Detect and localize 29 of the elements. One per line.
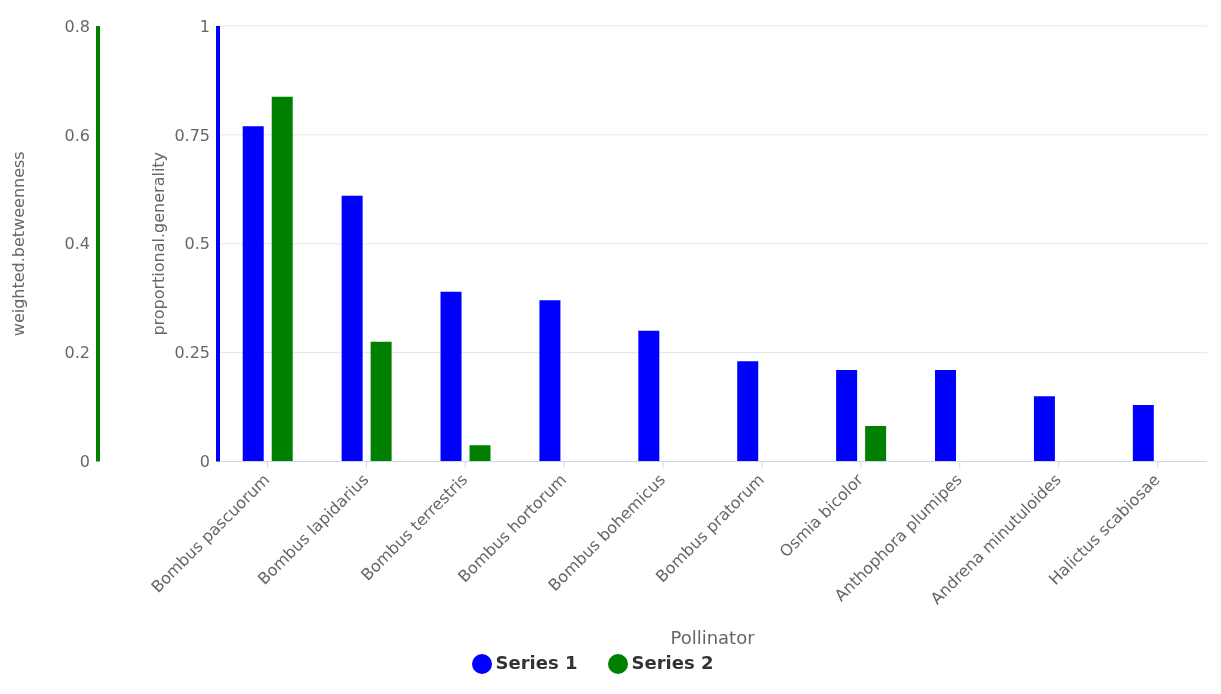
x-axis-title: Pollinator: [670, 626, 756, 648]
bar: [737, 361, 759, 462]
bar: [1033, 396, 1055, 462]
bar: [539, 300, 561, 462]
y-tick-label: 0.5: [184, 234, 210, 254]
legend-label: Series 2: [631, 651, 714, 673]
bar: [341, 195, 363, 462]
y-tick-label: 1: [199, 16, 210, 36]
bar: [836, 370, 858, 462]
y2-axis-title: weighted.betweenness: [8, 151, 28, 337]
y-axis-title: proportional.generality: [148, 151, 168, 336]
bar: [638, 330, 660, 462]
bar: [469, 445, 491, 462]
y2-tick-label: 0.4: [64, 234, 90, 254]
bar: [440, 291, 462, 462]
y2-tick-label: 0.2: [64, 343, 90, 363]
legend-label: Series 1: [495, 651, 578, 673]
y-tick-label: 0.75: [174, 125, 210, 145]
y2-tick-label: 0.6: [64, 125, 90, 145]
y-tick-label: 0.25: [174, 343, 210, 363]
bar: [271, 96, 293, 462]
bar: [1132, 404, 1154, 462]
bar: [242, 126, 264, 462]
y-tick-label: 0: [199, 452, 210, 472]
bar: [865, 426, 887, 462]
bar: [935, 370, 957, 462]
y2-tick-label: 0: [79, 452, 90, 472]
bar: [370, 341, 392, 462]
y2-tick-label: 0.8: [64, 16, 90, 36]
